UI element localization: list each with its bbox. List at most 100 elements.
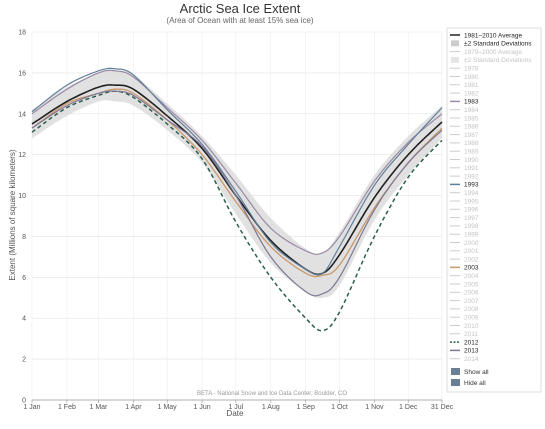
hide-all-button[interactable]: Hide all: [451, 379, 486, 387]
series-line-1993[interactable]: [31, 67, 443, 276]
legend-item[interactable]: 2008: [450, 306, 479, 313]
x-axis: 1 Jan 1 Feb 1 Mar 1 Apr 1 May 1 Jun 1 Jul 1 Aug…: [23, 400, 454, 411]
legend-swatch: [451, 40, 459, 47]
y-tick-label: 16: [18, 70, 26, 77]
legend-item[interactable]: 2013: [450, 348, 479, 355]
y-tick-label: 18: [18, 30, 26, 37]
legend-item[interactable]: 1987: [450, 132, 479, 139]
y-axis-label: Extent (Millions of square kilometers): [8, 149, 17, 280]
legend-item[interactable]: 2007: [450, 298, 479, 305]
legend-item[interactable]: 1984: [450, 107, 479, 114]
legend-label: 2013: [464, 348, 479, 355]
legend-item[interactable]: 1989: [450, 149, 479, 156]
chart-subtitle: (Area of Ocean with at least 15% sea ice…: [166, 16, 314, 25]
legend-item[interactable]: 1998: [450, 223, 479, 230]
legend-item[interactable]: 1992: [450, 173, 479, 180]
series-line-1983[interactable]: [31, 69, 443, 255]
series-line-2012[interactable]: [31, 90, 443, 332]
legend-item[interactable]: 1978: [450, 66, 479, 73]
legend-item[interactable]: 1983: [450, 99, 479, 106]
legend-item[interactable]: 2005: [450, 281, 479, 288]
button-swatch: [451, 379, 460, 386]
legend-label: 2003: [464, 265, 479, 272]
legend-item[interactable]: 1993: [450, 182, 479, 189]
show-all-button[interactable]: Show all: [451, 368, 489, 376]
legend-label: 1987: [464, 132, 479, 139]
legend-item[interactable]: 1979–2000 Average: [450, 49, 522, 56]
legend-label: 2004: [464, 273, 479, 280]
legend-label: 2012: [464, 339, 479, 346]
x-tick-label: 1 May: [158, 404, 178, 411]
x-tick-label: 1 Jul: [228, 404, 243, 411]
legend-item[interactable]: 1994: [450, 190, 479, 197]
legend-label: 1994: [464, 190, 479, 197]
legend-item[interactable]: 2006: [450, 290, 479, 297]
legend-label: 2009: [464, 315, 479, 322]
legend-label: ±2 Standard Deviations: [464, 41, 532, 48]
series-lines: [31, 67, 443, 332]
legend-item[interactable]: 2012: [450, 339, 479, 346]
legend-label: 1997: [464, 215, 479, 222]
x-tick-label: 31 Dec: [431, 404, 454, 411]
y-tick-label: 0: [22, 398, 26, 405]
x-tick-label: 1 Sep: [297, 404, 315, 411]
legend-item[interactable]: 2002: [450, 256, 479, 263]
legend-label: 2007: [464, 298, 479, 305]
legend-item[interactable]: 1990: [450, 157, 479, 164]
legend-item[interactable]: 2000: [450, 240, 479, 247]
legend-label: 1999: [464, 232, 479, 239]
legend-item[interactable]: 2001: [450, 248, 479, 255]
y-tick-label: 2: [22, 357, 26, 364]
legend-item[interactable]: 1999: [450, 232, 479, 239]
legend-item[interactable]: 1981: [450, 82, 479, 89]
legend-item[interactable]: 2004: [450, 273, 479, 280]
legend-item[interactable]: 1985: [450, 115, 479, 122]
legend-item[interactable]: 2014: [450, 356, 479, 363]
y-tick-label: 14: [18, 111, 26, 118]
legend-item[interactable]: 1991: [450, 165, 479, 172]
legend-item[interactable]: 1980: [450, 74, 479, 81]
legend-item[interactable]: 1982: [450, 90, 479, 97]
x-tick-label: 1 Oct: [331, 404, 348, 411]
legend-label: 1983: [464, 99, 479, 106]
y-tick-label: 4: [22, 316, 26, 323]
legend-label: 1985: [464, 115, 479, 122]
legend-label: 1989: [464, 149, 479, 156]
legend-item[interactable]: ±2 Standard Deviations: [451, 56, 532, 64]
credit-text: BETA - National Snow and Ice Data Center…: [197, 391, 347, 397]
legend-item[interactable]: 2003: [450, 265, 479, 272]
legend-item[interactable]: 1997: [450, 215, 479, 222]
series-line-2013[interactable]: [31, 90, 443, 297]
legend-label: 2008: [464, 306, 479, 313]
legend-item[interactable]: 1981–2010 Average: [450, 32, 522, 39]
legend-item[interactable]: 1995: [450, 198, 479, 205]
legend-label: 2001: [464, 248, 479, 255]
legend-item[interactable]: 2009: [450, 315, 479, 322]
legend-label: 1996: [464, 207, 479, 214]
legend-item[interactable]: 1996: [450, 207, 479, 214]
legend-label: 2006: [464, 290, 479, 297]
button-label: Show all: [464, 369, 489, 376]
legend-item[interactable]: 2010: [450, 323, 479, 330]
legend-item[interactable]: ±2 Standard Deviations: [451, 40, 532, 48]
chart-title: Arctic Sea Ice Extent: [180, 1, 301, 16]
legend-label: 1986: [464, 124, 479, 131]
legend-label: 1995: [464, 198, 479, 205]
legend-label: 1981–2010 Average: [464, 32, 522, 39]
legend: 1981–2010 Average±2 Standard Deviations1…: [446, 27, 542, 393]
x-tick-label: 1 Nov: [365, 404, 384, 411]
legend-label: 1984: [464, 107, 479, 114]
y-tick-label: 12: [18, 152, 26, 159]
legend-label: 1991: [464, 165, 479, 172]
legend-label: 1992: [464, 173, 479, 180]
legend-item[interactable]: 1986: [450, 124, 479, 131]
legend-item[interactable]: 2011: [450, 331, 478, 338]
y-tick-label: 10: [18, 193, 26, 200]
legend-item[interactable]: 1988: [450, 140, 479, 147]
legend-label: 1980: [464, 74, 479, 81]
legend-label: 1990: [464, 157, 479, 164]
legend-label: 2011: [464, 331, 478, 338]
legend-label: 2010: [464, 323, 479, 330]
legend-label: 1993: [464, 182, 479, 189]
